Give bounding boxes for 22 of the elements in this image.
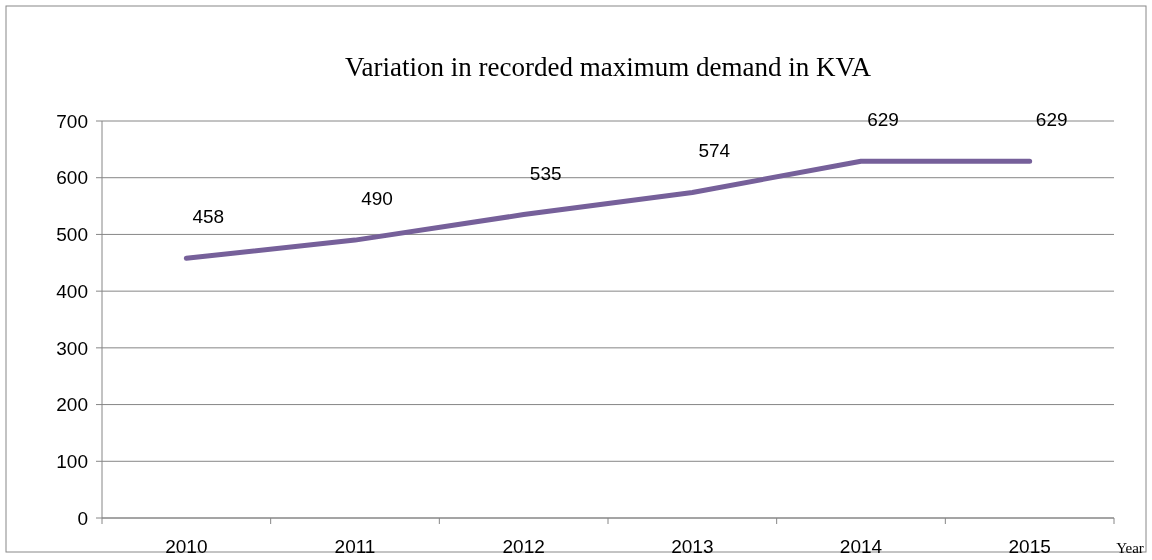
y-tick-label: 200 [56, 394, 88, 416]
y-tick-label: 400 [56, 280, 88, 302]
data-label: 629 [1035, 109, 1068, 131]
y-tick-label: 0 [77, 507, 88, 529]
data-label: 574 [698, 140, 731, 162]
x-axis-title: Year [1116, 540, 1144, 557]
data-label: 535 [529, 162, 562, 184]
x-tick-label: 2014 [839, 535, 883, 557]
x-tick-label: 2011 [334, 535, 376, 557]
x-tick-label: 2012 [502, 535, 545, 557]
x-tick-label: 2015 [1008, 535, 1051, 557]
y-tick-label: 600 [56, 167, 88, 189]
x-tick-label: 2013 [671, 535, 714, 557]
y-tick-label: 300 [56, 337, 88, 359]
data-label: 490 [361, 188, 393, 210]
y-tick-label: 700 [56, 110, 88, 132]
data-label: 458 [192, 206, 225, 228]
chart-title: Variation in recorded maximum demand in KVA [345, 52, 872, 82]
y-tick-label: 100 [56, 450, 88, 472]
data-label: 629 [867, 109, 899, 131]
y-tick-label: 500 [56, 224, 88, 246]
x-tick-label: 2010 [165, 535, 208, 557]
